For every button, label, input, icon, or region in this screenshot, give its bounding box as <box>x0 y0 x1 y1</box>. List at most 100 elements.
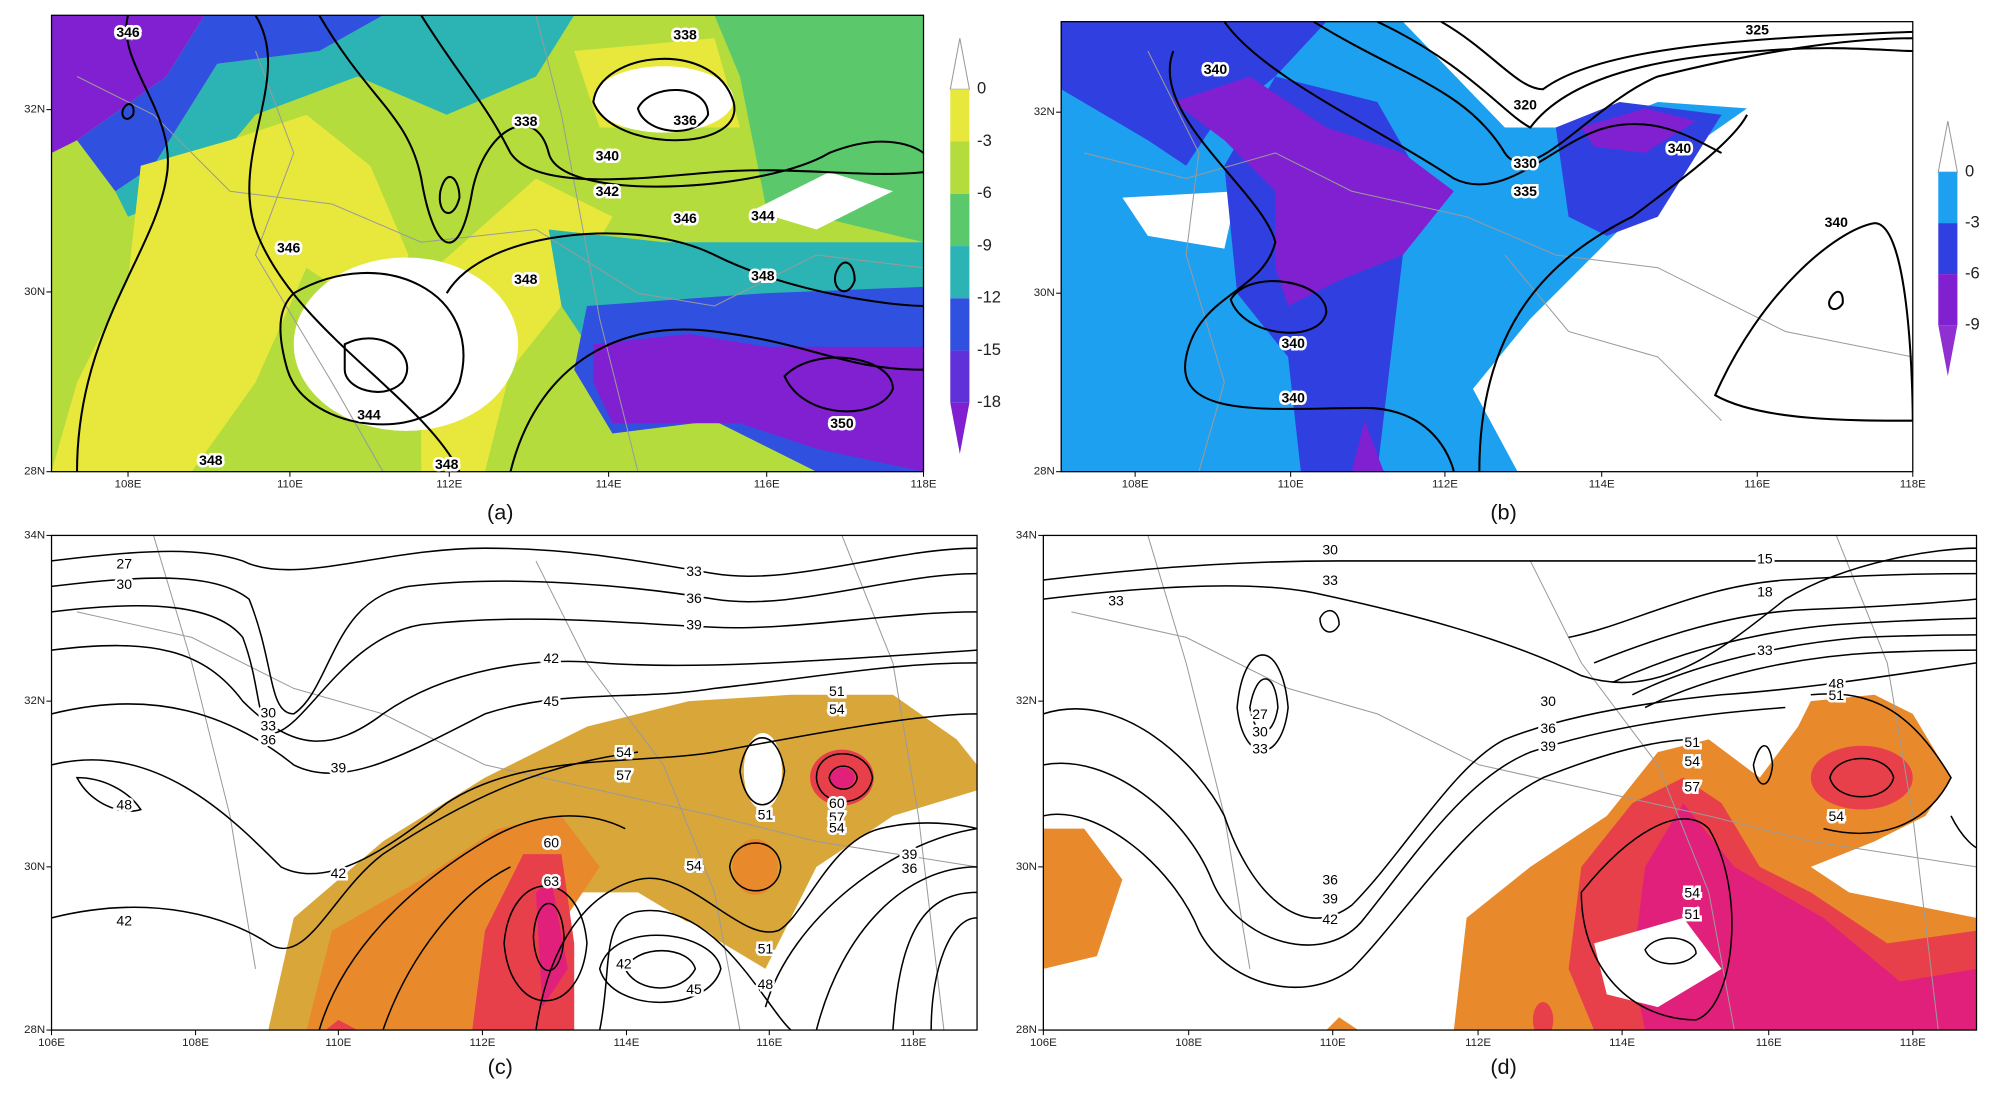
colorbar-tick-label: -3 <box>1965 212 1980 231</box>
contour-label: 33 <box>1252 740 1268 756</box>
x-tick-label: 116E <box>756 1037 782 1049</box>
x-tick-label: 108E <box>1122 478 1149 490</box>
colorbar-tick-label: -12 <box>977 288 1001 307</box>
y-tick-label: 32N <box>24 695 45 707</box>
contour-label: 51 <box>1684 734 1700 750</box>
x-tick-label: 110E <box>1320 1037 1346 1049</box>
y-tick-label: 32N <box>1034 106 1055 118</box>
contour-label: 48 <box>758 976 774 992</box>
x-tick-label: 114E <box>1609 1037 1635 1049</box>
contour-label: 36 <box>1540 720 1556 736</box>
panel-d-map <box>1043 535 1977 1031</box>
x-tick-label: 110E <box>325 1037 351 1049</box>
x-tick-label: 112E <box>1432 478 1458 490</box>
contour-label: 330 <box>1514 155 1538 171</box>
panel-b-frame <box>1060 21 1914 473</box>
colorbar-b-bottom <box>1938 325 1958 377</box>
contour-label: 344 <box>751 207 775 223</box>
contour-label: 54 <box>829 701 845 717</box>
contour-label: 54 <box>686 858 702 874</box>
contour-label: 33 <box>1757 642 1773 658</box>
contour-label: 51 <box>829 683 845 699</box>
contour-label: 39 <box>331 759 347 775</box>
contour-label: 54 <box>616 744 632 760</box>
contour-label: 54 <box>1684 884 1700 900</box>
y-tick-label: 34N <box>24 529 45 541</box>
contour-label: 57 <box>829 809 845 825</box>
contour-label: 57 <box>1684 779 1700 795</box>
colorbar-b-top <box>1937 121 1959 173</box>
contour-label: 33 <box>260 717 276 733</box>
x-tick-label: 106E <box>38 1037 65 1049</box>
contour-label: 48 <box>1828 675 1844 691</box>
x-tick-label: 116E <box>754 478 780 490</box>
colorbar-a-swatch <box>950 350 970 403</box>
contour-label: 39 <box>902 846 918 862</box>
contour-label: 51 <box>1684 906 1700 922</box>
contour-label: 340 <box>596 148 620 164</box>
contour-label: 15 <box>1757 550 1773 566</box>
contour-label: 36 <box>902 860 918 876</box>
x-tick-label: 112E <box>1465 1037 1491 1049</box>
y-tick-label: 28N <box>1034 466 1055 478</box>
contour-label: 30 <box>1540 693 1556 709</box>
x-tick-label: 108E <box>115 478 142 490</box>
contour-label: 346 <box>116 24 140 40</box>
contour-label: 42 <box>616 956 632 972</box>
contour-label: 340 <box>1204 61 1228 77</box>
x-tick-label: 108E <box>182 1037 209 1049</box>
panel-b-map <box>1061 21 1913 472</box>
x-tick-label: 118E <box>1900 1037 1926 1049</box>
x-tick-label: 118E <box>1900 478 1926 490</box>
contour-label: 336 <box>673 112 697 128</box>
contour-label: 340 <box>1282 335 1306 351</box>
colorbar-a-swatch <box>950 141 970 194</box>
x-tick-label: 114E <box>614 1037 640 1049</box>
x-tick-label: 110E <box>1278 478 1304 490</box>
y-tick-label: 30N <box>24 861 45 873</box>
colorbar-a-swatch <box>950 246 970 299</box>
contour-label: 36 <box>1322 872 1338 888</box>
contour-label: 335 <box>1514 183 1538 199</box>
panel-a-map <box>51 15 924 472</box>
colorbar-tick-label: -6 <box>977 183 992 202</box>
contour-label: 340 <box>1668 140 1692 156</box>
x-tick-label: 118E <box>911 478 937 490</box>
y-tick-label: 32N <box>1016 695 1037 707</box>
colorbar-a-bottom <box>950 402 970 454</box>
contour-label: 342 <box>596 183 620 199</box>
panel-d-frame <box>1042 534 1978 1031</box>
contour-label: 39 <box>1540 738 1556 754</box>
contour-label: 60 <box>543 835 559 851</box>
x-tick-label: 116E <box>1756 1037 1782 1049</box>
contour-label: 30 <box>1252 724 1268 740</box>
contour-label: 350 <box>830 415 854 431</box>
colorbar-b-swatch <box>1938 172 1958 224</box>
panel-c-map <box>51 535 978 1031</box>
contour-label: 39 <box>686 617 702 633</box>
colorbar-a-swatch <box>950 89 970 142</box>
contour-label: 346 <box>673 210 697 226</box>
contour-label: 54 <box>1828 808 1844 824</box>
contour-label: 51 <box>758 940 774 956</box>
colorbar-a-swatch <box>950 298 970 351</box>
colorbar-tick-label: -9 <box>1965 314 1980 333</box>
panel-c-frame <box>50 534 978 1031</box>
contour-label: 33 <box>686 563 702 579</box>
contour-label: 57 <box>616 767 632 783</box>
colorbar-tick-label: -3 <box>977 131 992 150</box>
contour-label: 45 <box>543 693 559 709</box>
contour-label: 60 <box>829 795 845 811</box>
contour-label: 39 <box>1322 891 1338 907</box>
y-tick-label: 30N <box>24 286 45 298</box>
x-tick-label: 106E <box>1030 1037 1057 1049</box>
contour-label: 36 <box>260 731 276 747</box>
colorbar-tick-label: 0 <box>977 79 986 98</box>
panel-caption: (a) <box>487 499 513 524</box>
x-tick-label: 108E <box>1175 1037 1202 1049</box>
y-tick-label: 32N <box>24 104 45 116</box>
contour-label: 30 <box>116 576 132 592</box>
contour-label: 340 <box>1282 390 1306 406</box>
contour-label: 45 <box>686 981 702 997</box>
